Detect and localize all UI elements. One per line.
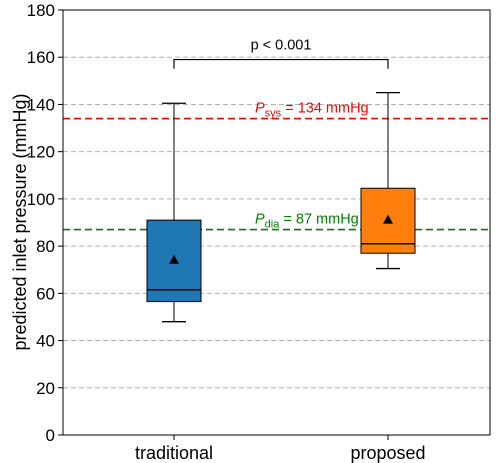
- y-tick-label: 80: [36, 237, 55, 256]
- box-series: [146, 91, 416, 323]
- box-traditional: [146, 102, 202, 323]
- significance-bracket: p < 0.001: [173, 38, 389, 69]
- reference-label-dia: Pdia = 87 mmHg: [255, 212, 359, 231]
- x-category-label: proposed: [350, 443, 425, 463]
- plot-frame: [62, 9, 491, 436]
- p-value-label: p < 0.001: [251, 38, 312, 54]
- mean-marker: [169, 254, 179, 264]
- x-category-labels: traditional proposed: [135, 443, 426, 463]
- y-tick-label: 100: [27, 190, 55, 209]
- gridlines: [63, 56, 490, 389]
- y-tick-labels: 0 20 40 60 80 100 120 140 160 180: [27, 1, 55, 445]
- axes: [58, 9, 491, 440]
- reference-label-sys: Psys = 134 mmHg: [255, 101, 369, 120]
- y-tick-label: 180: [27, 1, 55, 20]
- y-tick-label: 40: [36, 332, 55, 351]
- y-axis-label: predicted inlet pressure (mmHg): [10, 93, 30, 350]
- mean-marker: [383, 214, 393, 224]
- y-tick-label: 20: [36, 379, 55, 398]
- y-tick-label: 120: [27, 143, 55, 162]
- y-tick-label: 0: [46, 426, 55, 445]
- reference-lines: Psys = 134 mmHg Pdia = 87 mmHg: [63, 101, 490, 231]
- x-category-label: traditional: [135, 443, 213, 463]
- box-proposed: [360, 91, 416, 270]
- y-tick-label: 140: [27, 95, 55, 114]
- y-tick-label: 160: [27, 48, 55, 67]
- y-tick-label: 60: [36, 284, 55, 303]
- bracket-line: [173, 58, 389, 69]
